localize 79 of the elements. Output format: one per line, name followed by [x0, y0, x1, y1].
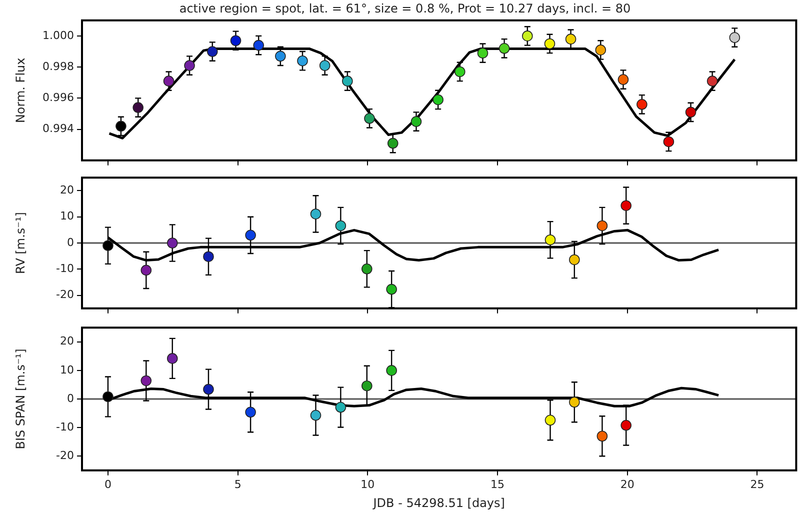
- point: [386, 284, 397, 295]
- point: [596, 430, 608, 442]
- point: [595, 44, 606, 56]
- chart-title: active region = spot, lat. = 61°, size = 0.8 %, Prot = 10.27 days, incl. = 80: [179, 1, 631, 16]
- y-tick-label: 1.000: [42, 28, 74, 42]
- y-tick-label: 10: [60, 363, 74, 376]
- point: [410, 116, 422, 127]
- point: [245, 406, 256, 418]
- point: [362, 380, 372, 392]
- x-tick-label: 10: [360, 478, 375, 491]
- point: [275, 50, 286, 62]
- point: [253, 40, 264, 51]
- point: [618, 74, 629, 85]
- point: [636, 99, 648, 110]
- y-tick-label: -10: [56, 262, 74, 276]
- point: [706, 76, 718, 86]
- point: [685, 106, 696, 118]
- y-tick-label: 0: [67, 236, 74, 249]
- y-axis-title: Norm. Flux: [13, 58, 28, 124]
- point: [297, 55, 308, 66]
- point: [140, 375, 152, 386]
- point: [386, 365, 397, 376]
- point: [102, 240, 114, 252]
- point: [544, 38, 556, 50]
- point: [335, 402, 346, 413]
- point: [245, 230, 256, 241]
- point: [364, 113, 375, 124]
- point: [620, 420, 632, 431]
- point: [184, 60, 195, 71]
- y-tick-label: 0.998: [42, 60, 74, 73]
- point: [163, 76, 174, 86]
- point: [362, 264, 372, 274]
- point: [663, 136, 674, 148]
- y-axis-title: BIS SPAN [m.s⁻¹]: [13, 348, 28, 450]
- point: [206, 46, 218, 57]
- x-axis-title: JDB - 54298.51 [days]: [372, 496, 505, 510]
- point: [166, 238, 178, 248]
- point: [319, 60, 330, 71]
- x-tick-label: 5: [234, 478, 242, 491]
- point: [102, 391, 114, 402]
- point: [310, 208, 322, 220]
- point: [454, 66, 466, 78]
- point: [203, 251, 214, 262]
- point: [335, 220, 346, 232]
- point: [522, 30, 533, 42]
- point: [310, 410, 322, 421]
- y-tick-label: -20: [56, 288, 74, 302]
- point: [498, 43, 510, 54]
- x-tick-label: 20: [620, 478, 634, 491]
- point: [565, 34, 576, 44]
- x-tick-label: 0: [104, 478, 112, 491]
- point: [432, 94, 444, 106]
- point: [544, 414, 556, 426]
- point: [116, 120, 126, 132]
- y-tick-label: -20: [56, 448, 74, 462]
- point: [569, 254, 580, 266]
- y-tick-label: 20: [60, 184, 74, 197]
- point: [544, 234, 556, 246]
- point: [203, 384, 214, 395]
- point: [477, 48, 488, 58]
- x-tick-label: 15: [490, 478, 505, 491]
- point: [620, 200, 632, 211]
- x-tick-label: 25: [750, 478, 764, 491]
- point: [140, 264, 152, 276]
- point: [132, 102, 144, 113]
- y-tick-label: 20: [60, 334, 74, 348]
- point: [387, 138, 398, 149]
- point: [166, 353, 178, 364]
- y-tick-label: -10: [56, 420, 74, 434]
- point: [569, 396, 580, 408]
- point: [230, 35, 242, 46]
- point: [729, 32, 740, 43]
- point: [342, 76, 353, 86]
- y-axis-title: RV [m.s⁻¹]: [13, 212, 28, 274]
- point: [596, 220, 608, 232]
- y-tick-label: 0.994: [42, 122, 74, 136]
- y-tick-label: 0: [67, 392, 74, 405]
- y-tick-label: 10: [60, 210, 74, 223]
- y-tick-label: 0.996: [42, 91, 74, 104]
